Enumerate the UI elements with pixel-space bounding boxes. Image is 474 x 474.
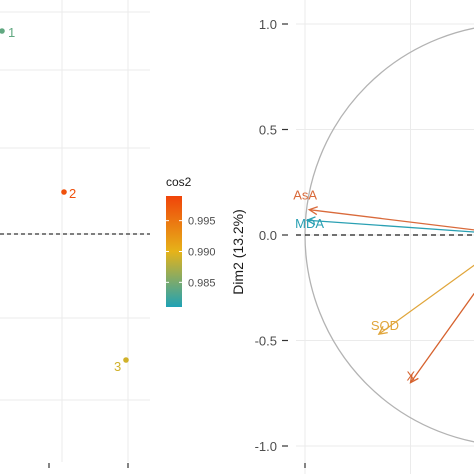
individual-point-2 — [61, 189, 67, 195]
legend-title: cos2 — [166, 175, 192, 189]
individual-point-3 — [123, 357, 129, 363]
legend-ticks: 0.985 0.990 0.995 — [166, 216, 216, 289]
vector-arrowhead — [307, 206, 318, 216]
vector-arrowhead — [409, 373, 419, 384]
individual-label-1: 1 — [8, 25, 15, 40]
vector-mda — [307, 219, 474, 233]
vector-asa — [309, 209, 474, 231]
vector-arrowhead — [305, 216, 316, 226]
y-axis-title: Dim2 (13.2%) — [230, 209, 246, 295]
legend-tick-label: 0.985 — [188, 277, 216, 289]
individual-points: 1 2 3 — [0, 25, 129, 374]
y-tick-label: -0.5 — [255, 334, 277, 349]
variable-vectors: AsA MDA SOD X — [293, 188, 474, 384]
y-tick-label: 1.0 — [259, 17, 277, 32]
variables-panel: AsA MDA SOD X -1.0 -0.5 0.0 0.5 1.0 Dim2 (13.2%… — [230, 0, 474, 474]
individual-label-3: 3 — [114, 359, 121, 374]
individuals-panel: 1 2 3 — [0, 0, 150, 468]
right-y-axis: -1.0 -0.5 0.0 0.5 1.0 — [255, 17, 306, 468]
cos2-legend: cos2 0.985 0.990 0.995 — [166, 175, 216, 307]
vector-label-asa: AsA — [293, 188, 317, 203]
vector-arrowhead — [377, 325, 388, 336]
vector-label-mda: MDA — [295, 216, 324, 231]
legend-tick-label: 0.995 — [188, 216, 216, 228]
y-tick-label: 0.0 — [259, 228, 277, 243]
left-grid — [0, 0, 150, 462]
left-x-ticks — [48, 463, 129, 468]
right-grid — [296, 0, 474, 474]
legend-colorbar — [166, 196, 182, 307]
individual-point-1 — [0, 28, 5, 34]
individual-label-2: 2 — [69, 186, 76, 201]
y-tick-label: -1.0 — [255, 439, 277, 454]
y-tick-label: 0.5 — [259, 123, 277, 138]
vector-x — [409, 292, 474, 384]
legend-tick-label: 0.990 — [188, 247, 216, 259]
vector-label-x: X — [407, 369, 416, 384]
vector-sod — [378, 264, 474, 335]
vector-label-sod: SOD — [371, 318, 399, 333]
